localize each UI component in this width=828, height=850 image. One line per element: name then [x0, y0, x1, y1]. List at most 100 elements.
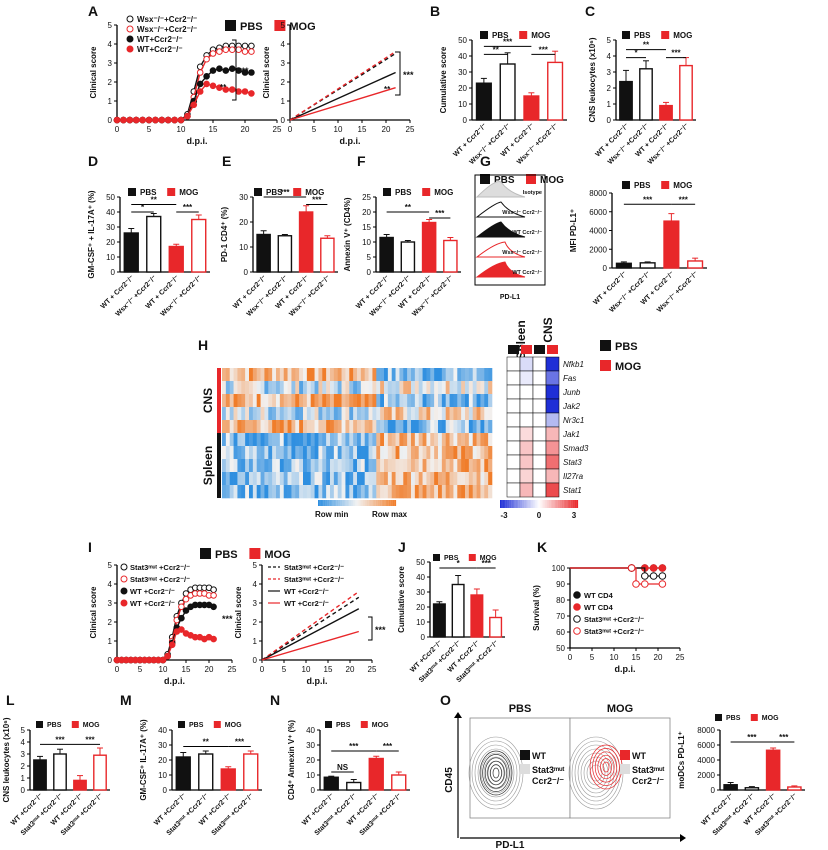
- heatmap-cell: [457, 368, 462, 382]
- heatmap-cell: [295, 420, 300, 434]
- heatmap-cell: [426, 394, 431, 408]
- hist-curve: [475, 241, 526, 258]
- legend-mog-label: MOG: [264, 549, 290, 561]
- heatmap-cell: [426, 459, 431, 473]
- legend-mog-swatch: [422, 188, 431, 196]
- heatmap-cell: [484, 381, 489, 395]
- heatmap-cell: [453, 381, 458, 395]
- heatmap-cell: [465, 381, 470, 395]
- gene-heatmap-cell: [506, 468, 521, 484]
- heatmap-cell: [233, 381, 238, 395]
- heatmap-cell: [349, 433, 354, 447]
- chart-E-bar: [256, 233, 271, 273]
- gene-heatmap-cell: [532, 454, 547, 470]
- chart-D-ytick-label: 50: [106, 193, 115, 202]
- chart-D-ylabel: GM-CSF⁺ + IL-17A⁺ (%): [87, 190, 96, 279]
- chart-I1-ytick-label: 1: [108, 637, 113, 646]
- heatmap-scale-cell: [380, 500, 382, 506]
- heatmap-cell: [229, 472, 234, 486]
- heatmap-cell: [465, 446, 470, 460]
- heatmap-cell: [391, 394, 396, 408]
- chart-G-bar: [663, 220, 680, 269]
- chart-C-sig-label: ***: [671, 49, 681, 58]
- heatmap-cell: [391, 368, 396, 382]
- chart-A1-point: [222, 86, 230, 93]
- heatmap-cell: [295, 407, 300, 421]
- panel-letter-F: F: [357, 153, 366, 169]
- gene-scale-cell: [514, 500, 516, 508]
- heatmap-cell: [387, 485, 393, 499]
- heatmap-cell: [403, 446, 408, 460]
- heatmap-cell: [395, 420, 400, 434]
- chart-A1-point: [216, 48, 223, 55]
- heatmap-cell: [465, 394, 470, 408]
- heatmap-cell: [245, 459, 250, 473]
- heatmap-cell: [395, 407, 400, 421]
- gene-legend-mog-swatch: [600, 360, 611, 371]
- heatmap-cell: [249, 485, 254, 499]
- heatmap-cell: [395, 368, 400, 382]
- heatmap-cell: [468, 381, 474, 395]
- heatmap-cell: [326, 472, 331, 486]
- heatmap-cell: [484, 394, 489, 408]
- heatmap-cell: [399, 459, 404, 473]
- panel-letter-N: N: [270, 692, 280, 708]
- heatmap-cell: [237, 420, 242, 434]
- chart-G-ytick-label: 0: [603, 264, 608, 273]
- heatmap-cell: [357, 420, 362, 434]
- heatmap-cell: [233, 446, 238, 460]
- heatmap-cell: [314, 407, 319, 421]
- heatmap-scale-cell: [372, 500, 374, 506]
- gene-scale-cell: [523, 500, 525, 508]
- heatmap-cell: [407, 381, 412, 395]
- panel-letter-C: C: [585, 3, 595, 19]
- heatmap-cell: [268, 394, 273, 408]
- heatmap-cell: [272, 394, 277, 408]
- heatmap-cell: [380, 368, 385, 382]
- chart-A1-point: [241, 42, 249, 50]
- gene-scale-cell: [552, 500, 554, 508]
- chart-I2-legend-label: WT +Ccr2⁻/⁻: [284, 587, 329, 596]
- heatmap-cell: [357, 485, 362, 499]
- legend-mog-swatch: [293, 188, 302, 196]
- heatmap-scale-cell: [377, 500, 380, 506]
- chart-I2-legend-label: WT +Ccr2⁻/⁻: [284, 599, 329, 608]
- heatmap-cell: [260, 472, 265, 486]
- heatmap-cell: [229, 433, 234, 447]
- chart-F-ytick-label: 10: [362, 238, 371, 247]
- heatmap-cell: [333, 472, 339, 486]
- heatmap-cell: [222, 420, 227, 434]
- heatmap-cell: [233, 368, 238, 382]
- chart-K-xlabel: d.p.i.: [615, 664, 636, 674]
- heatmap-cell: [476, 394, 481, 408]
- heatmap-cell: [295, 381, 300, 395]
- chart-E-xtick-label: Wsx⁻/⁻ +Ccr2⁻/⁻: [288, 274, 332, 318]
- heatmap-cell: [438, 485, 443, 499]
- heatmap-cell: [276, 368, 281, 382]
- flow-plot-frame: [569, 717, 671, 819]
- heatmap-cell: [468, 368, 474, 382]
- gene-scale-cell: [541, 500, 543, 508]
- heatmap-cell: [252, 485, 258, 499]
- gene-scale-cell: [571, 500, 573, 508]
- gene-heatmap-cell: [545, 440, 560, 456]
- chart-A2-series-line: [289, 87, 396, 121]
- heatmap-cell: [345, 407, 350, 421]
- chart-A1-legend-marker: [126, 35, 134, 43]
- gene-heatmap-row-label: Stat1: [563, 486, 582, 495]
- heatmap-cell: [438, 368, 443, 382]
- flow-y-arrowhead: [454, 712, 462, 718]
- heatmap-cell: [341, 433, 346, 447]
- heatmap-scale-cell: [320, 500, 322, 506]
- heatmap-cell: [337, 368, 342, 382]
- chart-A2-series-line: [289, 51, 396, 121]
- heatmap-cell: [279, 459, 285, 473]
- chart-O-ytick-label: 4000: [697, 756, 715, 765]
- chart-L-bar: [33, 759, 47, 791]
- heatmap-cell: [233, 459, 238, 473]
- heatmap-cell: [318, 420, 323, 434]
- legend-pbs-label: PBS: [240, 21, 263, 33]
- heatmap-cell: [330, 485, 335, 499]
- chart-N-ylabel: CD4⁺ Annexin V⁺ (%): [287, 720, 296, 800]
- legend-mog-label: MOG: [673, 31, 692, 40]
